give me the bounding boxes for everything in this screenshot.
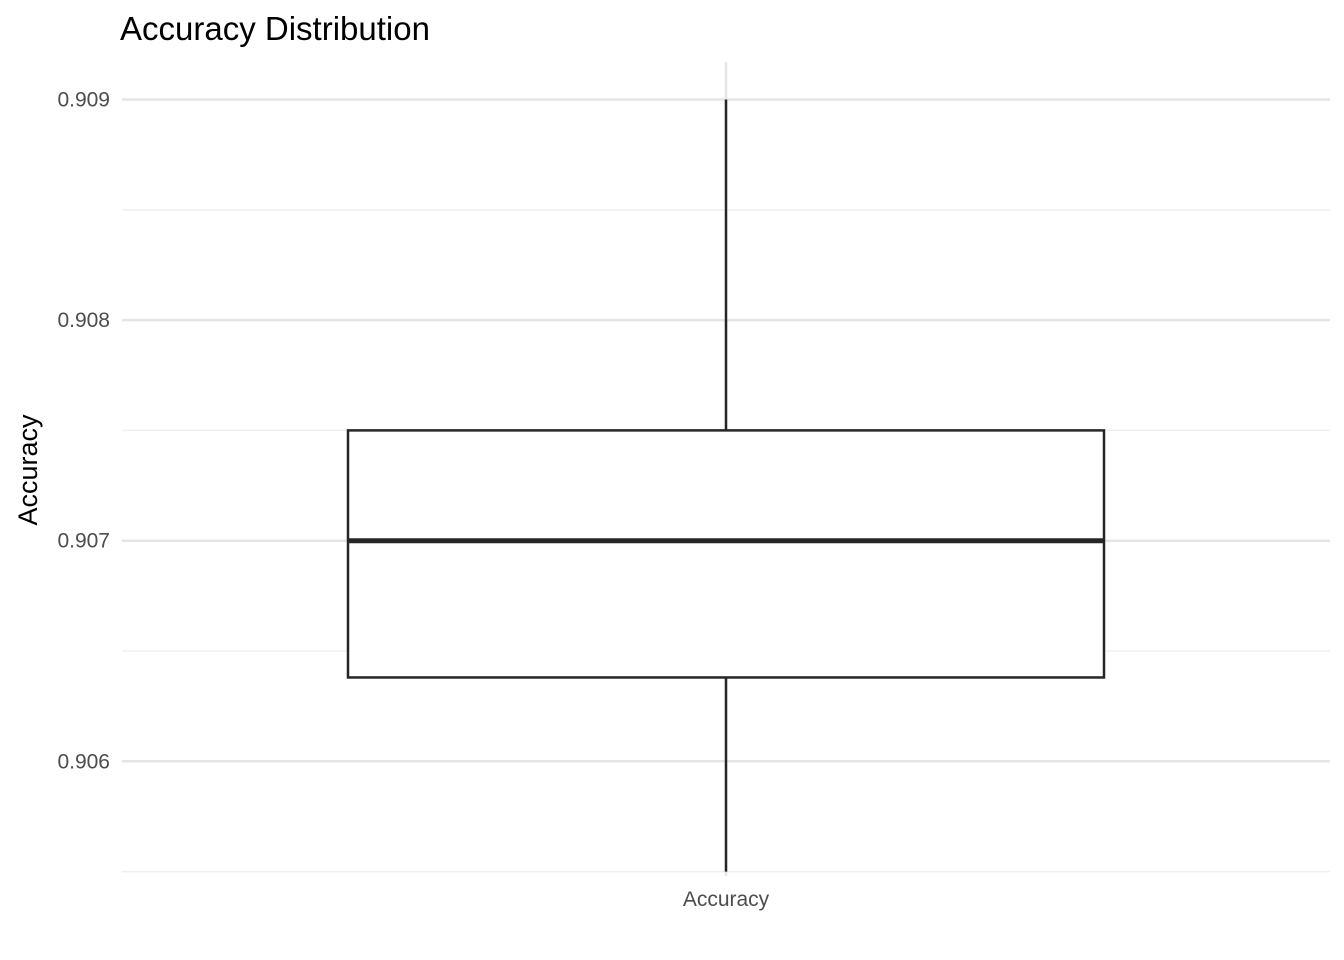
y-tick-label: 0.908 [57,309,110,332]
chart-title: Accuracy Distribution [120,10,430,47]
y-tick-label: 0.909 [57,89,110,112]
y-tick-label: 0.906 [57,750,110,773]
boxes [346,99,1106,872]
iqr-box [346,429,1106,679]
y-tick-label: 0.907 [57,530,110,553]
x-tick-label: Accuracy [683,888,770,911]
axes: 0.906 0.907 0.908 0.909 Accuracy [57,89,769,911]
y-axis-label: Accuracy [13,414,43,526]
